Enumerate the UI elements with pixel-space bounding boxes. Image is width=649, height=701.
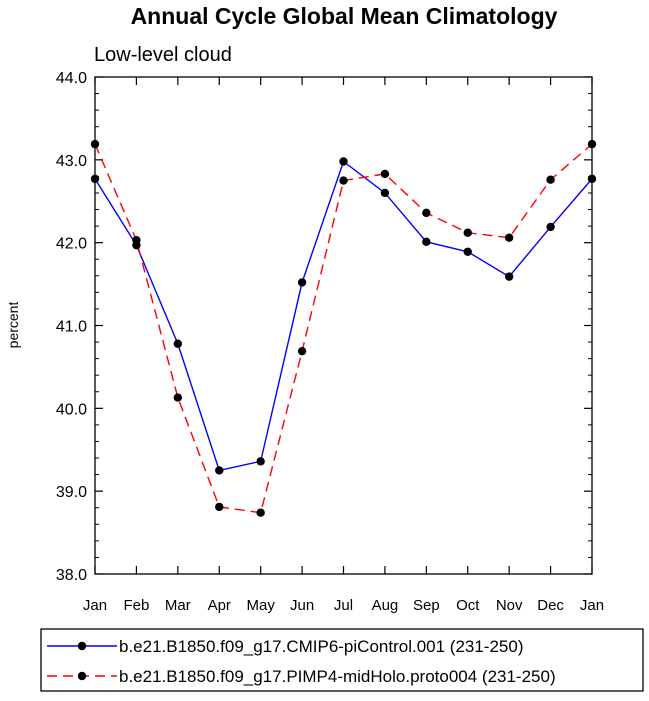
- series-2-point: [587, 139, 597, 149]
- series-2-point: [380, 169, 390, 179]
- x-tick-label: Feb: [123, 597, 149, 614]
- series-1-point: [463, 247, 472, 256]
- x-tick-label: Aug: [372, 597, 399, 614]
- legend-label-1: b.e21.B1850.f09_g17.CMIP6-piControl.001 …: [119, 637, 524, 656]
- series-line-2: [94, 143, 593, 514]
- y-axis-label: percent: [5, 302, 21, 349]
- series-2-point: [90, 139, 100, 149]
- y-tick-label: 39.0: [56, 484, 87, 501]
- y-tick-label: 40.0: [56, 401, 87, 418]
- x-tick-label: Apr: [208, 597, 231, 614]
- series-2-point: [297, 346, 307, 356]
- series-layer: [90, 139, 597, 517]
- series-1-point: [256, 457, 265, 466]
- series-2-point: [463, 228, 472, 237]
- series-1-point: [422, 237, 431, 247]
- y-tick-label: 43.0: [56, 153, 87, 170]
- y-tick-label: 41.0: [56, 319, 87, 336]
- series-1-point: [504, 272, 514, 281]
- series-1-point: [297, 278, 307, 287]
- x-tick-label: Oct: [456, 597, 480, 614]
- y-tick-label: 44.0: [56, 70, 87, 87]
- legend-label-2: b.e21.B1850.f09_g17.PIMP4-midHolo.proto0…: [119, 667, 556, 686]
- series-1-point: [587, 174, 597, 184]
- series-1-point: [90, 174, 100, 184]
- x-tick-label: Jan: [580, 597, 604, 614]
- series-2-point: [215, 502, 224, 512]
- legend-box: [40, 628, 644, 692]
- series-2-point: [504, 233, 514, 242]
- x-tick-label: Dec: [537, 597, 564, 614]
- series-1-point: [215, 466, 224, 475]
- series-1-point: [339, 157, 348, 166]
- series-line-1: [94, 160, 593, 472]
- chart-subtitle: Low-level cloud: [94, 44, 232, 66]
- x-tick-label: Jan: [83, 597, 107, 614]
- x-tick-label: Sep: [413, 597, 440, 614]
- series-2-point: [173, 393, 183, 402]
- legend-marker-1: [77, 641, 87, 651]
- series-1-point: [173, 339, 183, 348]
- x-tick-label: Jun: [290, 597, 314, 614]
- x-tick-label: Mar: [165, 597, 191, 614]
- axes: 38.0 39.0 40.0 41.0 42.0 43.0 44.0 Jan Feb Mar Apr…: [56, 70, 604, 614]
- legend: b.e21.B1850.f09_g17.CMIP6-piControl.001 …: [47, 637, 556, 686]
- x-tick-label: Jul: [334, 597, 353, 614]
- x-tick-label: May: [246, 597, 275, 614]
- x-tick-label: Nov: [496, 597, 523, 614]
- series-2-point: [546, 175, 555, 184]
- series-1-point: [380, 188, 390, 198]
- chart-title: Annual Cycle Global Mean Climatology: [131, 3, 558, 29]
- series-2-point: [339, 176, 348, 185]
- series-2-point: [132, 235, 141, 245]
- y-tick-label: 42.0: [56, 236, 87, 253]
- y-tick-label: 38.0: [56, 567, 87, 584]
- series-1-point: [546, 222, 555, 232]
- legend-marker-2: [77, 671, 87, 681]
- series-2-point: [422, 208, 431, 218]
- series-2-point: [256, 508, 265, 517]
